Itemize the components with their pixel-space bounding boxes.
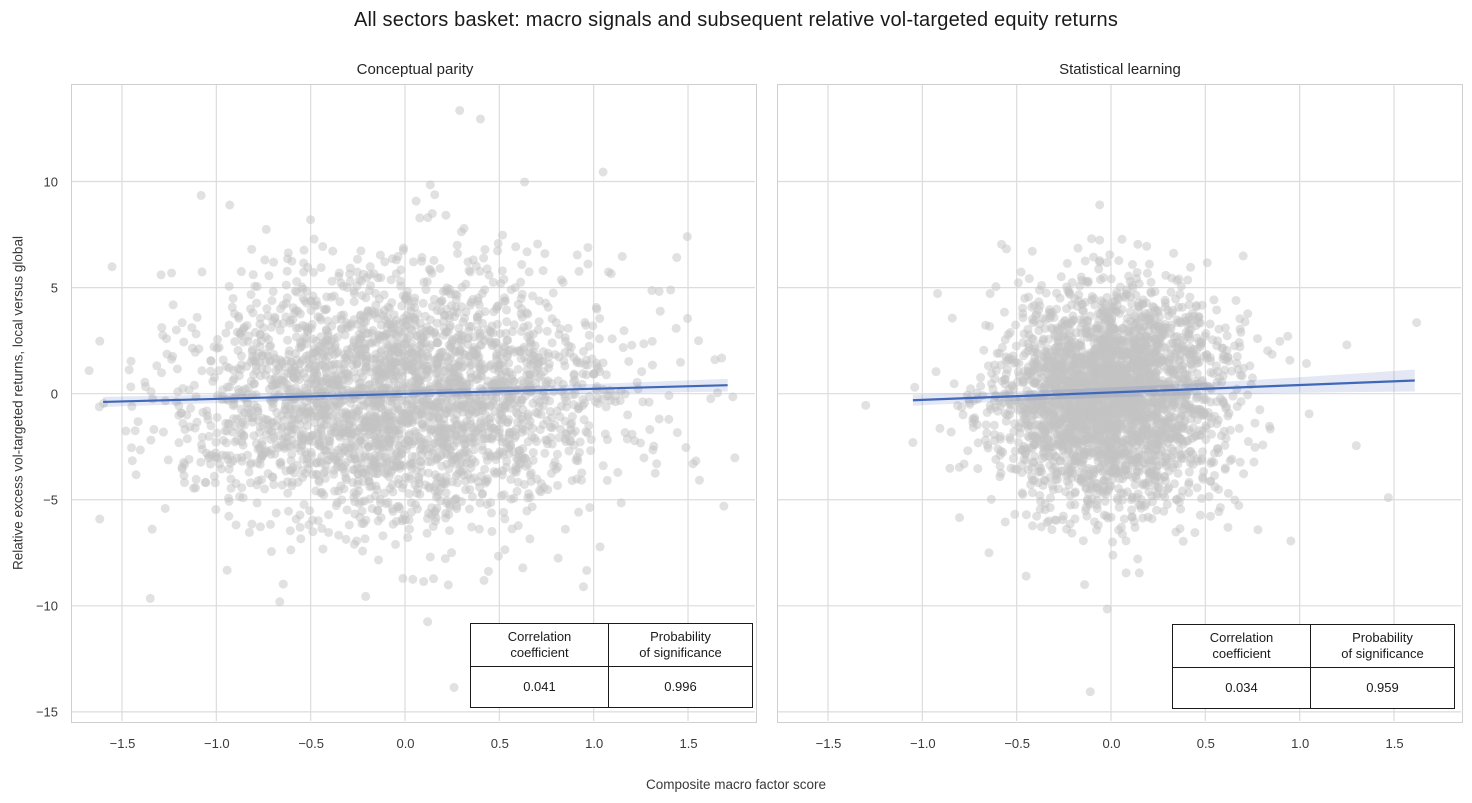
stats-table-left: Correlation coefficient Probability of s… xyxy=(470,623,753,708)
y-tick-label: 5 xyxy=(50,280,58,296)
stats-header-correlation: Correlation coefficient xyxy=(1209,630,1274,661)
y-tick-label: −10 xyxy=(35,598,58,614)
stats-value-correlation: 0.041 xyxy=(471,666,608,707)
scatter-canvas-left xyxy=(72,85,755,721)
x-tick-label: 1.0 xyxy=(585,736,604,751)
x-tick-label: −1.5 xyxy=(815,736,842,751)
panel-title-conceptual-parity: Conceptual parity xyxy=(356,61,474,78)
stats-value-probability: 0.996 xyxy=(608,666,752,707)
y-axis-label: Relative excess vol-targeted returns, lo… xyxy=(10,236,26,570)
stats-header-probability: Probability of significance xyxy=(1310,625,1454,667)
x-tick-label: −1.5 xyxy=(109,736,136,751)
x-tick-label: −1.0 xyxy=(203,736,230,751)
y-tick-label: −15 xyxy=(35,704,58,720)
x-tick-label: 1.5 xyxy=(679,736,698,751)
stats-header-probability: Probability of significance xyxy=(608,624,752,666)
x-tick-label: 0.5 xyxy=(490,736,509,751)
x-tick-label: −1.0 xyxy=(909,736,936,751)
panel-title-statistical-learning: Statistical learning xyxy=(1059,61,1181,78)
stats-value-probability: 0.959 xyxy=(1310,667,1454,708)
x-tick-label: 1.0 xyxy=(1291,736,1310,751)
stats-value-correlation: 0.034 xyxy=(1173,667,1310,708)
x-tick-label: 0.5 xyxy=(1196,736,1215,751)
x-tick-label: −0.5 xyxy=(298,736,325,751)
plot-panel-right xyxy=(777,84,1463,723)
x-tick-label: 0.0 xyxy=(396,736,415,751)
stats-table-right: Correlation coefficient Probability of s… xyxy=(1172,624,1455,709)
scatter-canvas-right xyxy=(778,85,1461,721)
y-tick-label: 10 xyxy=(43,174,58,190)
y-tick-label: 0 xyxy=(50,386,58,402)
stats-header-correlation: Correlation coefficient xyxy=(507,629,572,660)
x-axis-label: Composite macro factor score xyxy=(645,777,827,792)
figure-title: All sectors basket: macro signals and su… xyxy=(353,9,1119,31)
x-tick-label: −0.5 xyxy=(1004,736,1031,751)
x-tick-label: 1.5 xyxy=(1385,736,1404,751)
x-tick-label: 0.0 xyxy=(1102,736,1121,751)
plot-panel-left xyxy=(71,84,757,723)
y-tick-label: −5 xyxy=(43,492,58,508)
